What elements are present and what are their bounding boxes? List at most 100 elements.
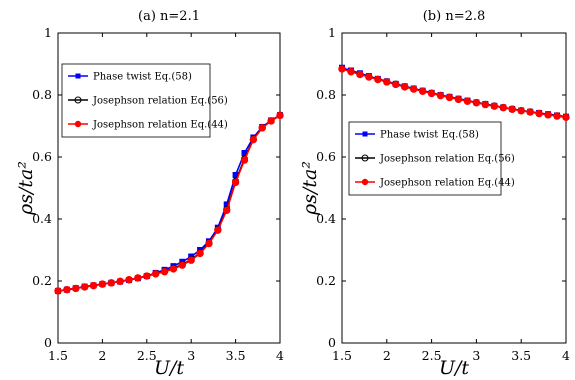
data-point (418, 87, 427, 95)
plot-frame (341, 32, 567, 344)
series-2 (54, 111, 284, 295)
data-point (125, 276, 133, 284)
y-tick-label: 1 (328, 25, 336, 40)
legend-label: Josephson relation Eq.(56) (379, 154, 515, 165)
x-tick-label: 3 (187, 348, 195, 363)
y-axis-label: ρs/ta² (299, 161, 321, 216)
data-point (374, 75, 382, 84)
data-point (490, 102, 499, 110)
series-1 (339, 64, 569, 120)
data-point (383, 78, 391, 86)
y-tick-label: 0 (328, 335, 336, 350)
data-point (517, 107, 525, 115)
y-axis-label: ρs/ta² (15, 161, 37, 216)
y-tick-label: 0.8 (32, 87, 52, 102)
data-point (454, 95, 463, 104)
legend-marker (75, 73, 81, 79)
data-point (151, 270, 160, 278)
legend-marker (74, 120, 82, 128)
data-point (392, 80, 400, 89)
legend-label: Josephson relation Eq.(44) (379, 178, 515, 189)
data-point (338, 65, 346, 73)
x-tick-label: 3.5 (226, 348, 246, 363)
x-tick-label: 4 (562, 348, 570, 363)
data-point (98, 280, 107, 288)
y-tick-label: 0 (44, 335, 52, 350)
x-tick-label: 2.5 (137, 348, 157, 363)
data-point (481, 100, 490, 109)
legend-marker (74, 96, 82, 104)
x-tick-label: 3 (472, 348, 480, 363)
y-tick-label: 0.8 (316, 87, 336, 102)
legend-label: Phase twist Eq.(58) (380, 130, 479, 141)
x-tick-label: 2 (383, 348, 391, 363)
x-axis-label: U/t (154, 357, 184, 379)
legend: Phase twist Eq.(58) Josephson relation Eq… (61, 63, 228, 138)
data-point (89, 281, 98, 290)
data-point (409, 85, 418, 93)
data-point (427, 89, 436, 98)
data-point (231, 178, 240, 187)
data-point (134, 274, 142, 282)
data-point (258, 124, 266, 132)
x-tick-label: 1.5 (48, 348, 68, 363)
data-point (116, 277, 124, 286)
data-point (499, 104, 507, 112)
legend-label: Josephson relation Eq.(44) (92, 120, 228, 131)
data-point (401, 83, 409, 91)
legend: Phase twist Eq.(58) Josephson relation Eq… (348, 121, 515, 196)
data-point (169, 265, 178, 273)
chart-panel-b: (b) n=2.8 1.5 2 2.5 3 3.5 4 0 0.2 0.4 0.6 0.8 1 U/t ρs… (299, 9, 570, 379)
data-point (347, 68, 355, 76)
y-tick-label: 1 (44, 25, 52, 40)
data-point (196, 249, 204, 258)
legend-marker (361, 178, 369, 186)
data-point (472, 99, 481, 107)
data-point (436, 91, 445, 100)
legend-marker (362, 131, 368, 137)
x-tick-label: 2 (98, 348, 106, 363)
chart-panel-a: (a) n=2.1 1.5 2 2.5 3 3.5 4 0 0.2 0.4 0.6 0.8 1 U/t ρs… (15, 9, 284, 379)
data-point (205, 239, 213, 248)
series-1 (55, 112, 283, 294)
series-line (57, 114, 281, 292)
series-line (57, 114, 281, 292)
data-point (526, 108, 534, 116)
legend-label: Phase twist Eq.(58) (93, 72, 192, 83)
data-point (445, 93, 454, 102)
x-tick-label: 2.5 (422, 348, 442, 363)
y-tick-label: 0.6 (32, 149, 52, 164)
series-line (57, 114, 281, 292)
chart-title: (a) n=2.1 (138, 9, 200, 24)
data-point (553, 112, 561, 120)
plot-frame (57, 32, 281, 344)
data-point (356, 70, 364, 79)
data-point (214, 226, 222, 234)
data-point (562, 113, 570, 122)
data-point (187, 256, 195, 264)
y-tick-label: 0.2 (316, 273, 336, 288)
data-point (160, 268, 169, 276)
x-tick-label: 4 (276, 348, 284, 363)
x-tick-label: 1.5 (332, 348, 352, 363)
series-3 (338, 65, 570, 122)
x-axis-label: U/t (439, 357, 469, 379)
data-point (508, 105, 516, 113)
data-point (223, 206, 231, 215)
data-point (249, 135, 258, 144)
data-point (54, 287, 62, 295)
y-tick-label: 0.4 (316, 211, 336, 226)
x-tick-label: 3.5 (511, 348, 531, 363)
data-point (267, 117, 275, 125)
legend-marker (361, 154, 369, 162)
chart-title: (b) n=2.8 (423, 9, 486, 24)
y-tick-label: 0.2 (32, 273, 52, 288)
data-point (463, 97, 472, 105)
y-tick-label: 0.4 (32, 211, 52, 226)
data-point (80, 283, 89, 291)
y-tick-label: 0.6 (316, 149, 336, 164)
legend-label: Josephson relation Eq.(56) (92, 96, 228, 107)
data-point (72, 284, 80, 293)
data-point (365, 73, 373, 81)
